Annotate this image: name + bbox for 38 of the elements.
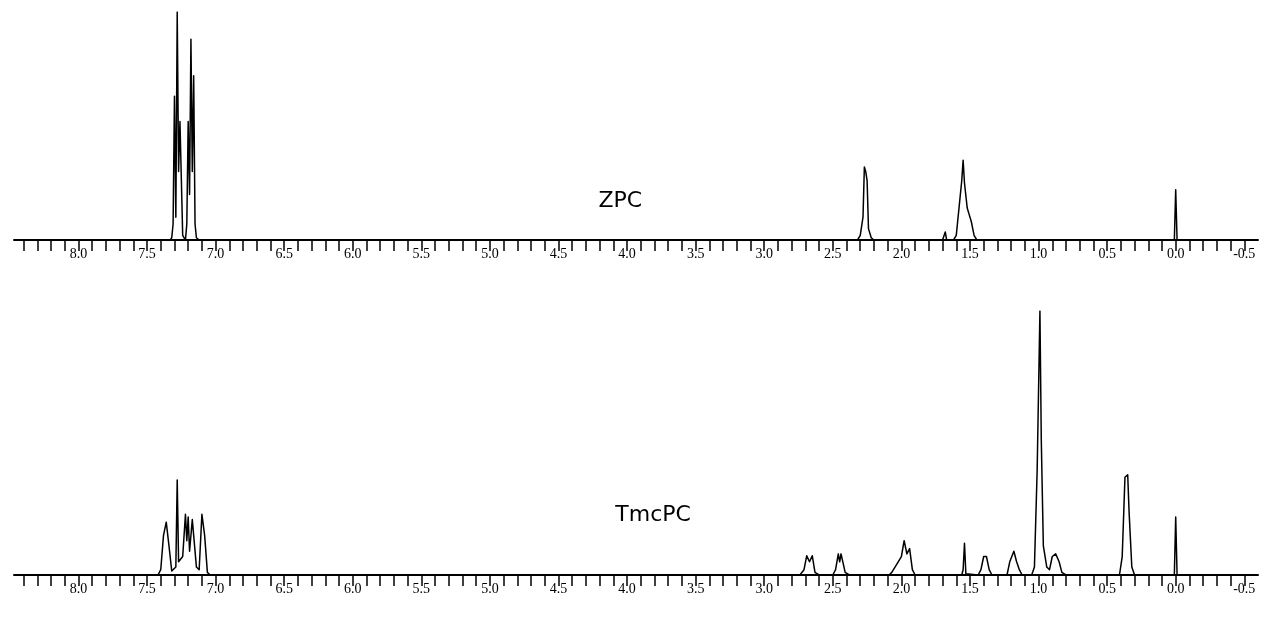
x-tick-label: -0.5	[1233, 245, 1256, 261]
x-tick-label: 7.0	[206, 245, 225, 261]
x-tick-label: 2.5	[824, 580, 842, 596]
x-tick-label: 3.5	[686, 245, 705, 261]
x-tick-label: 3.0	[755, 245, 773, 261]
x-tick-label: 6.0	[344, 580, 362, 596]
x-tick-label: 7.0	[206, 580, 225, 596]
x-tick-label: 3.0	[755, 580, 773, 596]
x-tick-label: 6.5	[275, 580, 293, 596]
x-tick-label: 5.5	[412, 580, 431, 596]
x-tick-label: 7.5	[138, 580, 156, 596]
x-tick-label: 5.5	[412, 245, 431, 261]
x-tick-label: 4.0	[618, 580, 636, 596]
x-tick-label: 5.0	[481, 580, 499, 596]
text: TmcPC	[614, 501, 691, 527]
x-tick-label: 4.5	[549, 245, 568, 261]
x-tick-label: 1.5	[961, 580, 979, 596]
x-tick-label: 5.0	[481, 245, 499, 261]
x-tick-label: 3.5	[686, 580, 705, 596]
x-tick-label: 1.5	[961, 245, 979, 261]
x-tick-label: 2.0	[892, 245, 911, 261]
series-label: ZPC	[598, 186, 643, 212]
x-tick-label: 4.0	[618, 245, 636, 261]
x-tick-label: 0.5	[1098, 245, 1116, 261]
x-tick-label: 7.5	[138, 245, 156, 261]
x-tick-label: 2.5	[824, 245, 842, 261]
x-tick-label: 4.5	[549, 580, 568, 596]
x-tick-label: 1.0	[1029, 245, 1048, 261]
x-tick-label: 0.0	[1166, 245, 1185, 261]
x-tick-label: 8.0	[69, 245, 88, 261]
x-tick-label: 8.0	[69, 580, 88, 596]
x-tick-label: 1.0	[1029, 580, 1048, 596]
x-tick-label: 2.0	[892, 580, 911, 596]
x-tick-label: 6.0	[344, 245, 362, 261]
x-tick-label: -0.5	[1233, 580, 1256, 596]
x-tick-label: 6.5	[275, 245, 293, 261]
x-tick-label: 0.5	[1098, 580, 1116, 596]
x-tick-label: 0.0	[1166, 580, 1185, 596]
